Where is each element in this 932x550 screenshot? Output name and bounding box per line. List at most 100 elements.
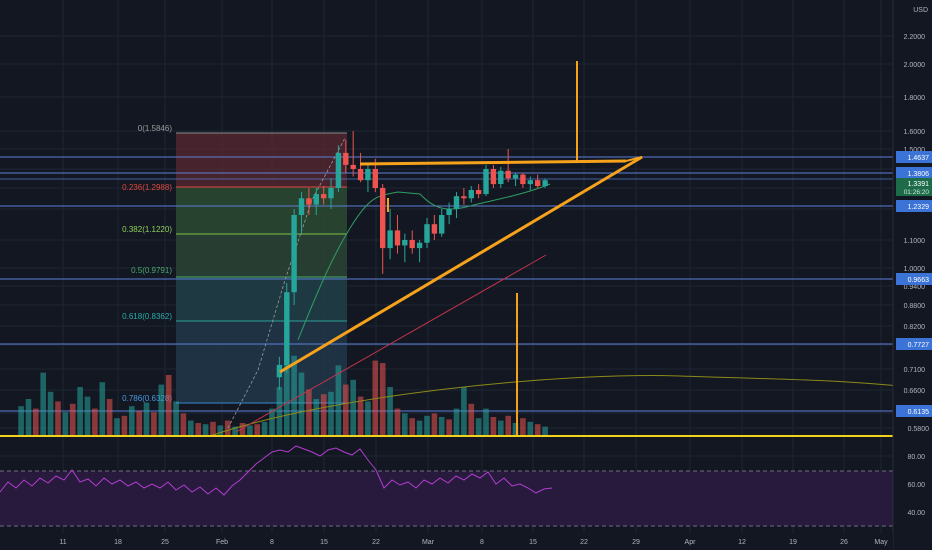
candle-body-30	[498, 170, 504, 184]
volume-bar-25	[202, 424, 209, 435]
price-level-text-6: 0.5800	[908, 426, 930, 433]
fib-zone-0618-0786	[176, 321, 347, 403]
candle-body-3	[298, 198, 305, 215]
rsi-pane[interactable]	[0, 445, 893, 527]
currency-label: USD	[913, 7, 928, 14]
price-level-box-1	[896, 167, 932, 179]
price-level-box-0	[896, 151, 932, 163]
time-tick-2: 25	[161, 539, 169, 546]
volume-bar-10	[92, 408, 98, 435]
candle-body-33	[520, 174, 526, 185]
time-tick-7: Mar	[422, 539, 435, 546]
rsi-line	[0, 445, 553, 496]
volume-bar-36	[284, 358, 290, 435]
volume-bar-53	[409, 418, 415, 435]
volume-bar-2	[33, 408, 39, 435]
candle-body-12	[365, 169, 371, 181]
volume-bar-5	[55, 401, 61, 435]
price-tick-3: 1.6000	[904, 129, 926, 136]
candle-body-4	[306, 198, 312, 205]
last-price-countdown: 01:26:20	[904, 189, 930, 196]
volume-bar-30	[239, 423, 246, 435]
resistance-line[interactable]	[359, 159, 627, 166]
time-tick-1: 18	[114, 539, 122, 546]
price-tick-11: 0.8800	[904, 303, 926, 310]
time-tick-13: 12	[738, 539, 746, 546]
volume-bar-18	[151, 412, 157, 435]
candle-body-22	[439, 215, 445, 234]
time-tick-11: 29	[632, 539, 640, 546]
last-price-value: 1.3391	[908, 181, 930, 188]
volume-bar-58	[446, 419, 452, 435]
volume-bar-6	[62, 412, 69, 435]
volume-bar-27	[217, 425, 224, 435]
volume-bar-14	[121, 415, 128, 435]
volume-bar-44	[343, 384, 349, 435]
volume-bar-12	[106, 399, 113, 435]
volume-bar-7	[69, 403, 76, 435]
volume-bar-4	[47, 391, 54, 435]
candle-body-0	[276, 364, 283, 378]
price-level-box-3	[896, 273, 932, 285]
volume-bar-29	[232, 426, 238, 435]
fib-retracement[interactable]: 0(1.5846) 0.236(1.2988) 0.382(1.1220) 0.…	[122, 124, 347, 404]
candle-body-19	[416, 242, 423, 249]
volume-bar-35	[276, 387, 283, 435]
candle-body-27	[475, 190, 482, 195]
fib-label-0382: 0.382(1.1220)	[122, 225, 172, 234]
volume-bar-24	[195, 423, 201, 435]
candle-body-25	[461, 196, 467, 199]
volume-bar-59	[453, 408, 460, 435]
price-axis[interactable]: USD 2.20002.00001.80001.60001.50001.4000…	[892, 0, 932, 550]
time-axis[interactable]: 11 18 25 Feb 8 15 22 Mar 8 15 22 29 Apr 12 19 26 May	[0, 533, 893, 550]
price-tick-2: 1.8000	[904, 95, 926, 102]
volume-bar-8	[77, 387, 83, 435]
pattern-drawings[interactable]	[279, 61, 643, 436]
volume-bar-67	[512, 423, 519, 435]
price-level-text-0: 1.4637	[908, 155, 930, 162]
candle-body-9	[343, 152, 349, 165]
time-tick-3: Feb	[216, 539, 228, 546]
time-tick-12: Apr	[685, 539, 697, 546]
triangle-top-connector[interactable]	[625, 156, 643, 162]
volume-bar-65	[498, 420, 504, 435]
fib-zone-05-0618	[176, 277, 347, 321]
price-tick-8: 1.1000	[904, 238, 926, 245]
candle-body-15	[387, 230, 393, 249]
volume-bar-61	[468, 403, 475, 435]
volume-bar-60	[461, 387, 467, 435]
fib-label-0236: 0.236(1.2988)	[122, 183, 172, 192]
volume-bar-0	[18, 406, 24, 435]
candle-body-26	[468, 190, 474, 199]
fib-label-0786: 0.786(0.6328)	[122, 394, 172, 403]
ma-olive-curve	[209, 375, 932, 437]
last-price-box	[896, 178, 932, 196]
price-tick-12: 0.8200	[904, 324, 926, 331]
fib-label-0618: 0.618(0.8362)	[122, 312, 172, 321]
candle-body-2	[291, 215, 297, 293]
volume-bar-43	[335, 365, 342, 435]
volume-bar-1	[25, 399, 32, 435]
volume-bar-68	[520, 418, 526, 435]
volume-bar-66	[505, 415, 511, 435]
price-level-labels: 1.4637 1.3806 1.2329 0.9663 0.7727 0.6135 0.58…	[896, 151, 932, 434]
candle-body-13	[372, 169, 378, 188]
volume-bar-13	[114, 418, 120, 435]
dashed-trend-line	[227, 137, 346, 429]
price-level-text-1: 1.3806	[908, 171, 930, 178]
candle-body-11	[357, 169, 364, 181]
volume-bar-23	[188, 420, 194, 435]
volume-bar-64	[490, 417, 497, 435]
price-level-box-2	[896, 200, 932, 212]
candle-body-20	[424, 224, 430, 243]
ascending-support-line[interactable]	[279, 155, 643, 374]
fib-label-0: 0(1.5846)	[138, 124, 173, 133]
volume-bar-21	[173, 401, 179, 435]
price-tick-4: 1.5000	[904, 147, 926, 154]
candle-body-17	[402, 240, 408, 246]
volume-bar-22	[180, 413, 187, 435]
price-level-box-4	[896, 338, 932, 350]
candle-body-24	[453, 196, 460, 209]
candle-body-1	[284, 292, 290, 365]
